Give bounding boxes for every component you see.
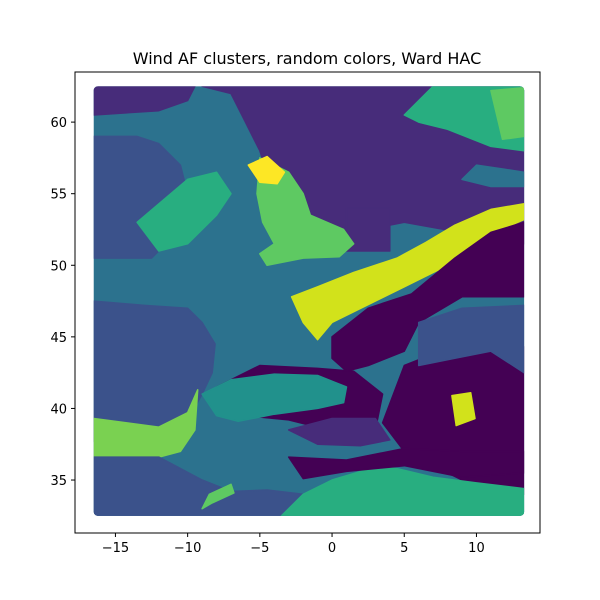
cluster-region-c6-5	[256, 157, 355, 267]
cluster-region-c0-16	[287, 447, 525, 480]
y-axis: 35 40 45 50 55 60	[50, 116, 75, 489]
cluster-region-c8-7	[290, 202, 525, 341]
x-tick-label: 0	[328, 541, 336, 556]
cluster-regions	[93, 86, 525, 516]
plot-area	[93, 86, 525, 516]
x-tick-label: −10	[174, 541, 201, 556]
cluster-region-c2-12	[417, 304, 525, 374]
y-tick-label: 45	[50, 331, 67, 346]
y-tick-label: 35	[50, 474, 67, 489]
cluster-region-c4-22	[201, 373, 348, 423]
cluster-region-c6-17	[201, 483, 235, 510]
y-tick-label: 40	[50, 402, 67, 417]
cluster-region-c1-24	[93, 86, 196, 116]
x-tick-label: 5	[400, 541, 408, 556]
x-tick-label: −15	[102, 541, 129, 556]
x-tick-label: −5	[250, 541, 269, 556]
cluster-region-c5-15	[280, 466, 525, 516]
chart-title: Wind AF clusters, random colors, Ward HA…	[133, 49, 482, 68]
cluster-region-c2-14	[93, 456, 304, 516]
y-tick-label: 50	[50, 259, 67, 274]
x-axis: −15 −10 −5 0 5 10	[102, 533, 485, 556]
cluster-region-c3-21	[461, 164, 525, 188]
plot-frame	[74, 71, 541, 534]
x-tick-label: 10	[468, 541, 485, 556]
y-tick-label: 60	[50, 116, 67, 131]
cluster-region-c8-18	[451, 391, 476, 427]
cluster-region-c9-6	[247, 155, 286, 185]
y-tick-label: 55	[50, 188, 67, 203]
cluster-region-c1-23	[287, 417, 391, 447]
cluster-region-c6-20	[490, 86, 525, 141]
cluster-region-c5-4	[136, 171, 232, 252]
